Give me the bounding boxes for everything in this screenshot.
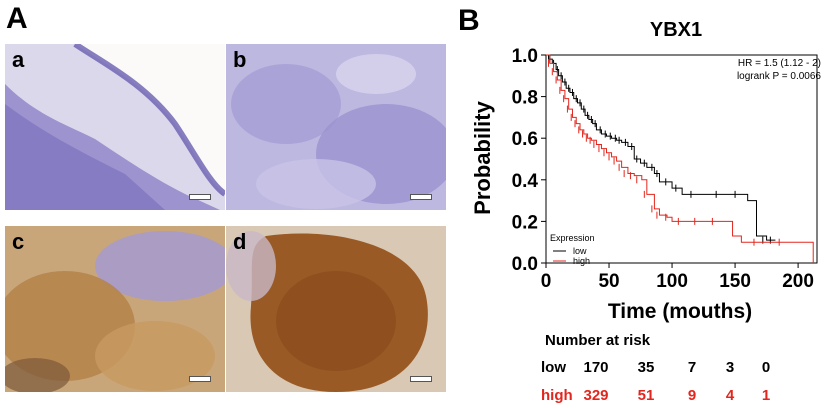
- y-tick-label: 0.2: [512, 212, 538, 233]
- axis-ticks: 0 50 100 150 200 0.0 0.2 0.4 0.6 0.8 1.0: [512, 46, 814, 292]
- risk-value-low: 35: [638, 359, 655, 376]
- legend: Expression low high: [550, 233, 595, 266]
- x-tick-label: 0: [541, 271, 552, 292]
- y-axis-label: Probability: [470, 100, 495, 214]
- risk-value-low: 3: [726, 359, 734, 376]
- survival-curves: [546, 54, 814, 263]
- y-tick-label: 0.8: [512, 88, 538, 109]
- plot-frame: [545, 54, 818, 264]
- risk-value-low: 0: [762, 359, 770, 376]
- logrank-annotation: logrank P = 0.0066: [737, 71, 821, 82]
- panel-a-letter: A: [6, 2, 28, 35]
- series-line-high: [546, 54, 814, 263]
- risk-value-high: 51: [638, 387, 655, 404]
- micrograph-a-label: a: [12, 47, 25, 72]
- scale-bar: [410, 376, 432, 382]
- micrograph-b-label: b: [233, 47, 247, 72]
- legend-title: Expression: [550, 233, 595, 243]
- risk-value-high: 329: [583, 387, 608, 404]
- risk-row-label-high: high: [541, 387, 573, 404]
- panel-b-letter: B: [458, 4, 480, 37]
- hr-annotation: HR = 1.5 (1.12 - 2): [738, 58, 821, 69]
- legend-label-low: low: [573, 246, 587, 256]
- y-tick-label: 0.4: [512, 171, 539, 192]
- micrograph-d-label: d: [233, 229, 247, 254]
- scale-bar: [189, 376, 211, 382]
- y-tick-label: 0.6: [512, 129, 538, 150]
- series-line-low: [546, 54, 776, 241]
- x-tick-label: 200: [782, 271, 814, 292]
- risk-table-title: Number at risk: [545, 332, 651, 349]
- x-tick-label: 150: [719, 271, 751, 292]
- scale-bar: [189, 194, 211, 200]
- axes: [545, 54, 818, 264]
- risk-table: Number at risk low high 170 35 7 3 0 329 51 9 4 1: [541, 332, 770, 404]
- micrograph-c-label: c: [12, 229, 25, 254]
- risk-value-high: 1: [762, 387, 770, 404]
- scale-bar: [410, 194, 432, 200]
- y-tick-label: 1.0: [512, 46, 538, 67]
- micrograph-c: c: [5, 226, 225, 392]
- legend-label-high: high: [573, 256, 590, 266]
- x-axis-label: Time (mouths): [608, 300, 752, 323]
- risk-value-low: 7: [688, 359, 696, 376]
- risk-value-high: 9: [688, 387, 696, 404]
- micrograph-b: b: [226, 44, 446, 210]
- y-tick-label: 0.0: [512, 254, 538, 275]
- chart-title: YBX1: [650, 19, 702, 41]
- risk-value-high: 4: [726, 387, 735, 404]
- micrograph-a: a: [5, 44, 225, 210]
- risk-row-label-low: low: [541, 359, 566, 376]
- risk-value-low: 170: [583, 359, 608, 376]
- micrograph-d: d: [226, 226, 446, 392]
- x-tick-label: 100: [656, 271, 688, 292]
- x-tick-label: 50: [598, 271, 619, 292]
